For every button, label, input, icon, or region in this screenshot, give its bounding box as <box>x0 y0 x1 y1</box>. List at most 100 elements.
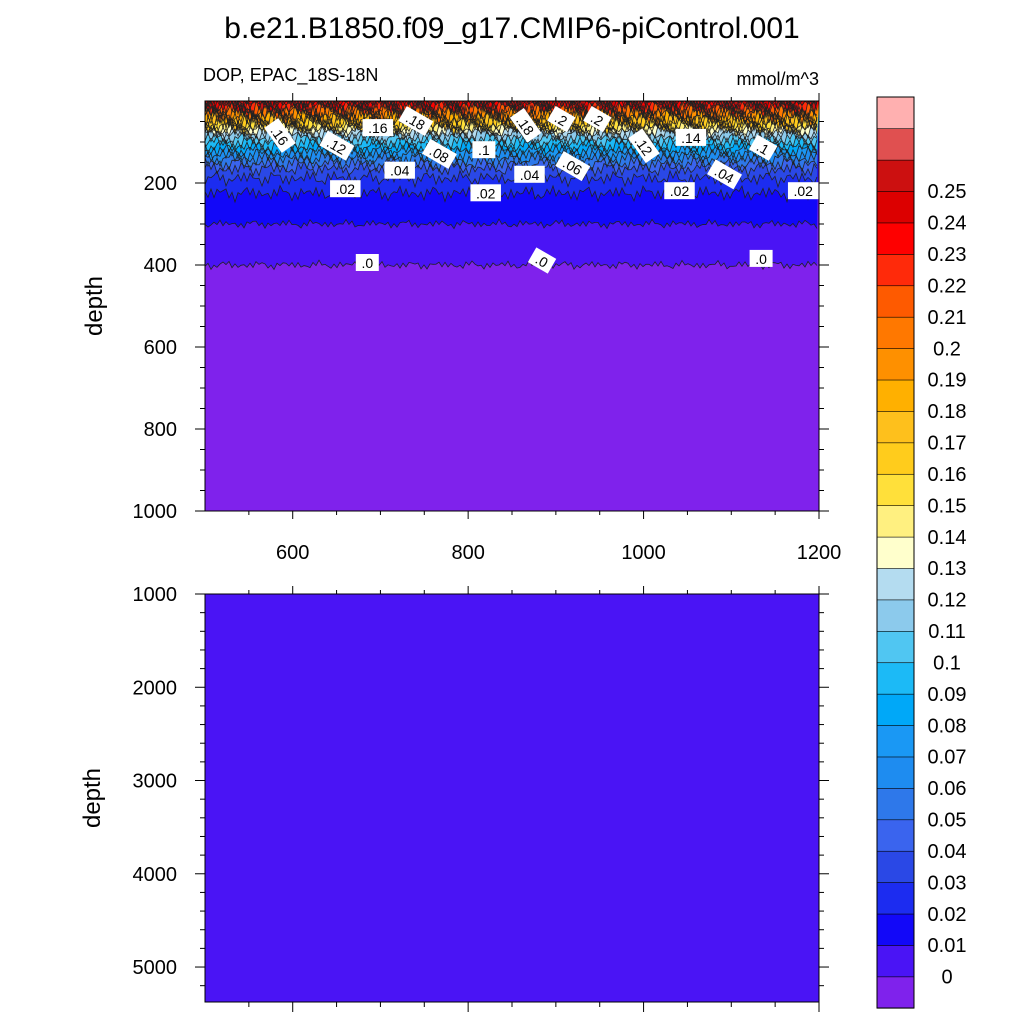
y-tick-label: 1000 <box>133 501 178 523</box>
svg-text:.1: .1 <box>478 142 490 158</box>
colorbar-swatch <box>876 724 915 758</box>
colorbar-swatch <box>876 756 915 789</box>
colorbar-swatch <box>876 944 915 978</box>
colorbar-label: 0.09 <box>928 684 967 706</box>
contour-line <box>205 107 818 135</box>
contour-label: .2 <box>547 105 576 133</box>
colorbar-swatch <box>876 787 915 821</box>
colorbar-swatch <box>876 505 915 538</box>
top-panel: .16.12.16.18.04.08.1.18.2.2.02.02.04.06.… <box>133 93 841 564</box>
svg-text:.0: .0 <box>755 251 767 267</box>
x-tick-label: 800 <box>451 542 484 564</box>
colorbar-swatch <box>876 567 915 601</box>
colorbar-label: 0.23 <box>928 244 967 266</box>
contour-label: .0 <box>355 254 379 271</box>
colorbar-swatch <box>876 976 915 1009</box>
colorbar-label: 0.18 <box>928 401 967 423</box>
svg-text:.04: .04 <box>390 163 410 179</box>
contour-label: .0 <box>749 249 773 267</box>
contour-line <box>205 101 818 125</box>
colorbar-label: 0.04 <box>928 841 967 863</box>
colorbar-label: 0.11 <box>928 621 965 643</box>
colorbar-swatch <box>876 316 915 349</box>
contour-label: .0 <box>527 247 557 274</box>
contour-line <box>205 101 818 115</box>
contour-label: .1 <box>748 134 778 161</box>
contour-label: .02 <box>787 182 819 200</box>
colorbar-swatch <box>876 882 915 915</box>
top-panel-ylabel: depth <box>81 276 108 336</box>
contour-line <box>205 136 818 156</box>
colorbar-swatch <box>876 693 915 726</box>
colorbar-swatch <box>876 96 915 130</box>
colorbar-swatch <box>876 662 915 695</box>
contour-line <box>205 259 818 271</box>
svg-text:.04: .04 <box>520 167 540 183</box>
colorbar-label: 0.02 <box>928 904 967 926</box>
svg-text:.02: .02 <box>670 183 690 199</box>
y-tick-label: 5000 <box>133 957 178 979</box>
colorbar-label: 0.15 <box>928 495 967 517</box>
colorbar-label: 0 <box>941 967 952 989</box>
colorbar-label: 0.21 <box>928 307 967 329</box>
colorbar-swatch <box>876 348 915 381</box>
colorbar-label: 0.22 <box>928 276 967 298</box>
colorbar-label: 0.07 <box>928 747 967 769</box>
y-tick-label: 1000 <box>133 584 178 606</box>
colorbar-swatch <box>876 128 915 161</box>
y-tick-label: 600 <box>144 337 177 359</box>
contour-label: .2 <box>583 105 612 133</box>
contour-label: .02 <box>330 180 361 198</box>
colorbar-label: 0.13 <box>928 558 967 580</box>
contour-label: .1 <box>472 141 496 159</box>
colorbar-label: 0.17 <box>928 433 967 455</box>
contour-label: .14 <box>675 128 707 146</box>
colorbar-label: 0.2 <box>933 338 961 360</box>
colorbar-swatch <box>876 442 915 475</box>
svg-text:.02: .02 <box>336 181 356 197</box>
colorbar-swatch <box>876 599 915 632</box>
colorbar-swatch <box>876 410 915 444</box>
colorbar-label: 0.1 <box>933 652 961 674</box>
contour-line <box>205 101 818 115</box>
colorbar-swatch <box>876 473 915 506</box>
colorbar-label: 0.03 <box>928 872 967 894</box>
y-tick-label: 800 <box>144 419 177 441</box>
contour-label: .04 <box>514 165 545 183</box>
colorbar-swatch <box>876 253 915 287</box>
contour-line <box>205 101 818 118</box>
contour-label: .16 <box>362 119 394 137</box>
contour-label: .02 <box>664 182 695 200</box>
contour-label: .02 <box>470 184 501 202</box>
colorbar-legend: 0 0.01 0.02 0.03 0.04 0.05 0.06 0.07 0.08 0.09 0.1… <box>876 96 967 1009</box>
svg-text:.0: .0 <box>361 255 373 271</box>
colorbar-swatch <box>876 630 915 664</box>
top-panel-units-label: mmol/m^3 <box>737 69 819 89</box>
svg-text:.02: .02 <box>476 185 496 201</box>
bottom-panel: 1000 2000 3000 4000 5000 <box>133 584 829 1012</box>
contour-line <box>205 218 818 230</box>
colorbar-label: 0.16 <box>928 464 967 486</box>
colorbar-swatch <box>876 819 915 852</box>
colorbar-swatch <box>876 159 915 192</box>
contour-label: .04 <box>384 161 415 179</box>
colorbar-swatch <box>876 913 915 946</box>
x-tick-label: 1000 <box>621 542 666 564</box>
colorbar-swatch <box>876 190 915 224</box>
y-tick-label: 2000 <box>133 677 178 699</box>
svg-text:.14: .14 <box>681 130 701 146</box>
contour-line <box>205 153 818 174</box>
contour-line <box>205 184 818 204</box>
colorbar-label: 0.06 <box>928 778 967 800</box>
y-tick-label: 3000 <box>133 771 178 793</box>
colorbar-label: 0.25 <box>928 181 967 203</box>
bottom-panel-ylabel: depth <box>79 768 106 828</box>
contour-line <box>205 104 818 133</box>
y-tick-label: 400 <box>144 255 177 277</box>
colorbar-label: 0.12 <box>928 590 967 612</box>
colorbar-swatch <box>876 222 915 255</box>
colorbar-swatch <box>876 536 915 569</box>
field-band <box>205 594 819 1002</box>
colorbar-label: 0.01 <box>928 935 967 957</box>
